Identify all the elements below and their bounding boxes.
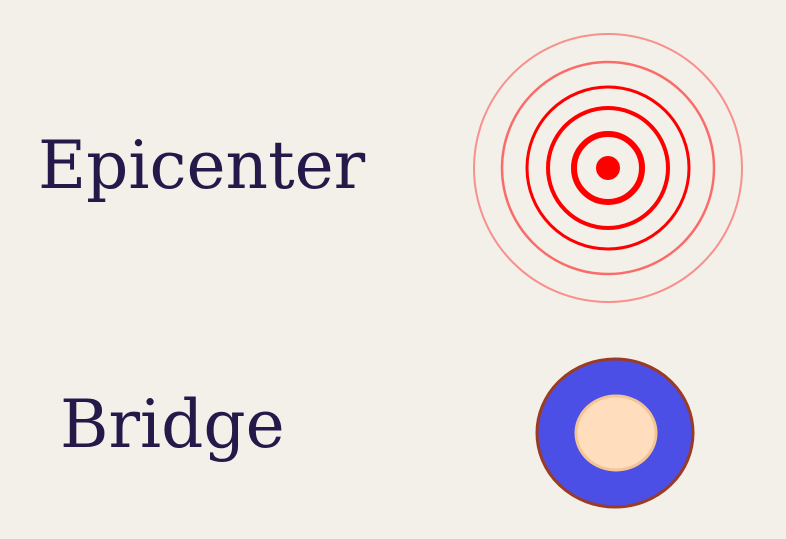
bridge-label: Bridge (60, 386, 285, 463)
epicenter-label: Epicenter (38, 127, 366, 204)
epicenter-ring-5 (500, 60, 716, 276)
epicenter-center-dot (596, 156, 620, 180)
epicenter-ring-outer (473, 33, 743, 303)
epicenter-rings-icon (473, 33, 743, 303)
bridge-ring-icon (535, 357, 695, 509)
bridge-center (574, 394, 658, 472)
epicenter-ring-2 (571, 131, 645, 205)
epicenter-ring-3 (546, 106, 670, 230)
epicenter-ring-4 (525, 85, 691, 251)
